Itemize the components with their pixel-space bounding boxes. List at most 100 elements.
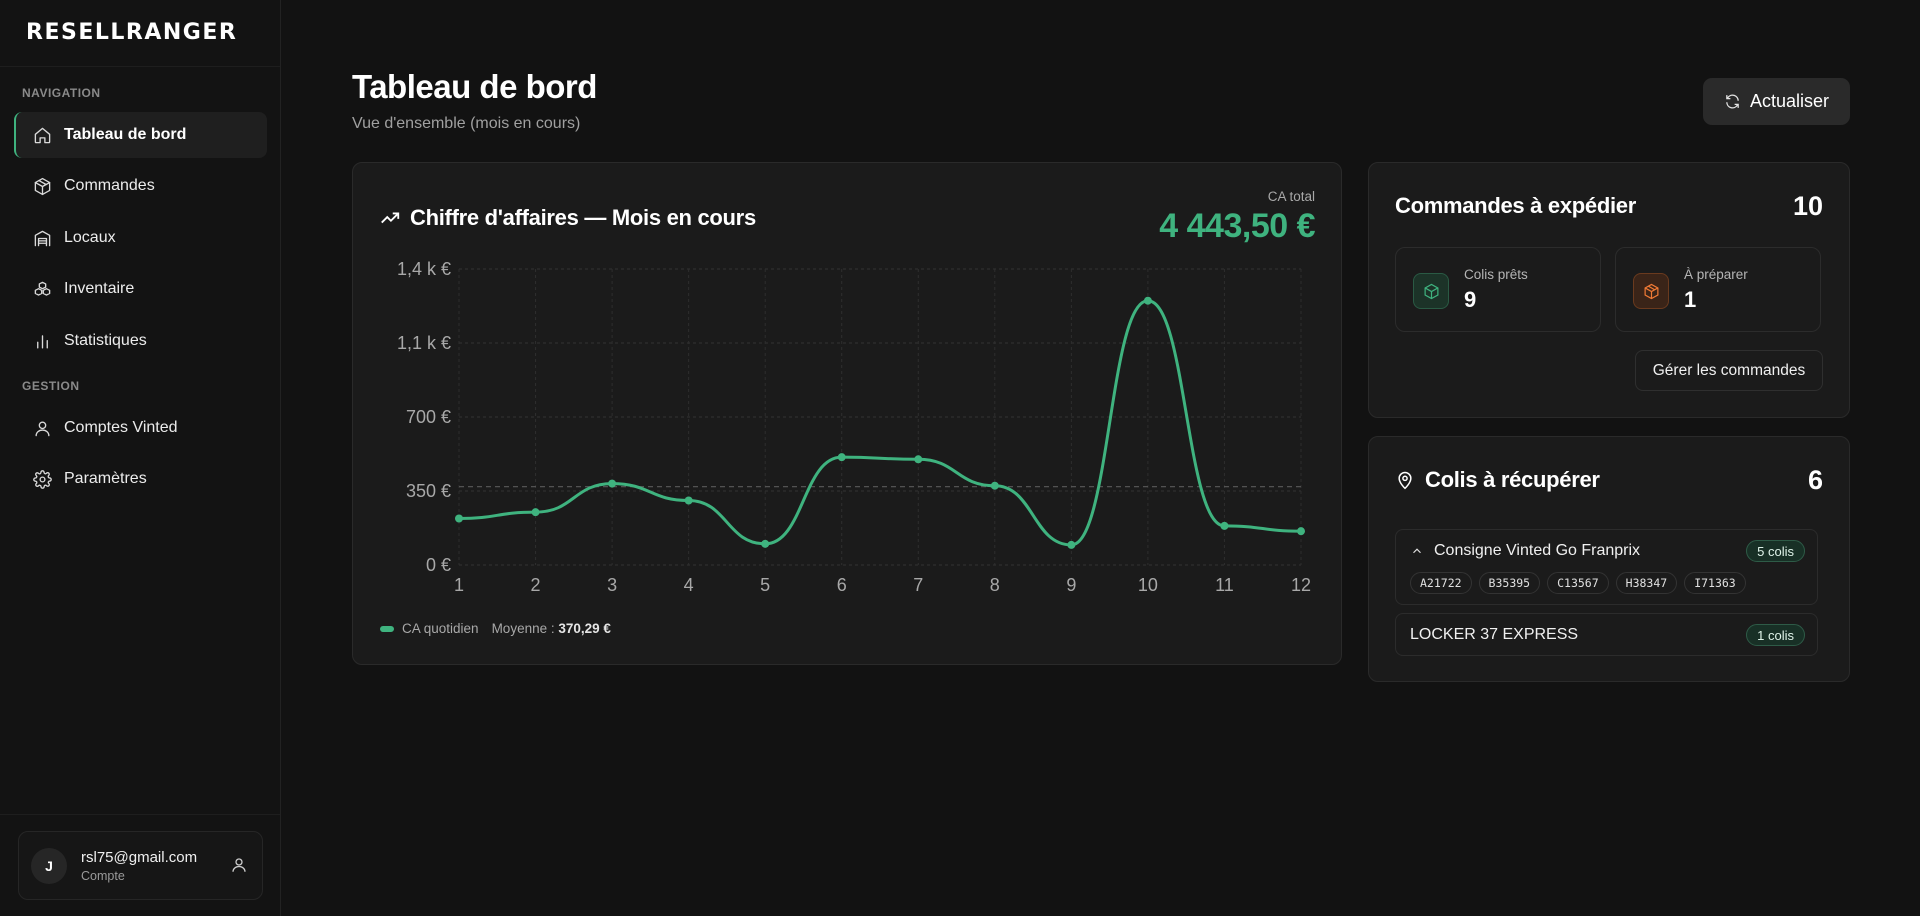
revenue-card: 0 €350 €700 €1,1 k €1,4 k €1 2 3 4 5 6 7 8 9 10 11…: [352, 162, 1342, 665]
data-point: [761, 539, 770, 548]
y-tick-label: 350 €: [406, 481, 451, 501]
package-count-badge: 5 colis: [1746, 540, 1805, 562]
pickup-code[interactable]: B35395: [1478, 572, 1541, 594]
avatar: J: [31, 847, 67, 884]
location-toggle[interactable]: Consigne Vinted Go Franprix: [1410, 542, 1640, 560]
refresh-label: Actualiser: [1749, 91, 1830, 111]
average-value: 370,29 €: [558, 621, 611, 636]
packages-to-pickup-card: Colis à récupérer 6 Consigne Vinted Go F…: [1368, 436, 1850, 682]
divider: [0, 814, 280, 815]
sidebar-item-label: Tableau de bord: [64, 126, 187, 143]
pickup-code[interactable]: C13567: [1547, 572, 1609, 594]
sidebar-item-label: Paramètres: [64, 470, 147, 487]
data-point: [914, 455, 923, 464]
page-subtitle: Vue d'ensemble (mois en cours): [352, 115, 581, 132]
pickup-title: Colis à récupérer: [1395, 467, 1600, 493]
data-point: [455, 514, 463, 523]
series-line-ca-quotidien: [458, 299, 1302, 547]
sidebar-item-label: Locaux: [64, 229, 116, 246]
pickup-code[interactable]: I71363: [1684, 572, 1746, 594]
pickup-count: 6: [1807, 465, 1823, 495]
warehouse-icon: [32, 228, 52, 248]
sidebar-item-inventory[interactable]: Inventaire: [14, 266, 267, 312]
data-point: [837, 453, 846, 462]
legend-average: Moyenne : 370,29 €: [492, 621, 611, 636]
to-prepare-stat: À préparer 1: [1615, 247, 1821, 332]
y-tick-label: 1,1 k €: [397, 333, 451, 353]
x-tick-label: 9: [1066, 575, 1076, 595]
average-label: Moyenne :: [491, 621, 555, 636]
sidebar-item-settings[interactable]: Paramètres: [14, 456, 267, 502]
x-tick-label: 12: [1291, 575, 1311, 595]
account-subtitle: Compte: [81, 868, 125, 883]
refresh-button[interactable]: Actualiser: [1703, 78, 1850, 125]
package-icon: [1413, 273, 1449, 309]
account-card[interactable]: J rsl75@gmail.com Compte: [18, 831, 263, 900]
chart-legend: CA quotidien Moyenne : 370,29 €: [380, 621, 611, 636]
data-point: [1297, 527, 1305, 536]
gear-icon: [32, 469, 52, 489]
pickup-location[interactable]: LOCKER 37 EXPRESS 1 colis: [1395, 613, 1818, 656]
revenue-title-text: Chiffre d'affaires — Mois en cours: [410, 205, 756, 230]
page-title: Tableau de bord: [352, 68, 597, 105]
x-tick-label: 1: [454, 575, 464, 595]
divider: [0, 66, 280, 67]
sidebar-item-vinted-accounts[interactable]: Comptes Vinted: [14, 405, 267, 451]
sidebar-item-locaux[interactable]: Locaux: [14, 215, 267, 261]
sidebar-item-label: Commandes: [64, 177, 155, 194]
pickup-location: Consigne Vinted Go Franprix 5 colis A217…: [1395, 529, 1818, 605]
sidebar-item-orders[interactable]: Commandes: [14, 163, 267, 209]
home-icon: [32, 125, 52, 145]
revenue-chart: 0 €350 €700 €1,1 k €1,4 k €1 2 3 4 5 6 7 8 9 10 11…: [397, 259, 1311, 595]
boxes-icon: [32, 279, 52, 299]
pickup-codes: A21722 B35395 C13567 H38347 I71363: [1410, 572, 1746, 594]
x-tick-label: 10: [1138, 575, 1158, 595]
nav-section-navigation: NAVIGATION: [22, 86, 101, 100]
data-point: [608, 479, 617, 488]
trending-up-icon: [381, 212, 400, 224]
stat-label: À préparer: [1684, 267, 1748, 282]
location-toggle[interactable]: LOCKER 37 EXPRESS: [1410, 626, 1578, 644]
orders-count: 10: [1792, 191, 1823, 221]
account-email: rsl75@gmail.com: [81, 848, 198, 866]
package-open-icon: [1633, 273, 1669, 309]
x-tick-label: 8: [990, 575, 1000, 595]
package-icon: [32, 176, 52, 196]
sidebar-item-statistics[interactable]: Statistiques: [14, 318, 267, 364]
sidebar-item-label: Statistiques: [64, 332, 147, 349]
data-point: [531, 508, 540, 517]
y-tick-label: 700 €: [406, 407, 451, 427]
location-name: Consigne Vinted Go Franprix: [1434, 542, 1641, 559]
user-icon: [32, 418, 52, 438]
legend-swatch: [380, 625, 394, 632]
revenue-title: Chiffre d'affaires — Mois en cours: [379, 205, 756, 231]
location-name: LOCKER 37 EXPRESS: [1410, 626, 1579, 643]
pickup-code[interactable]: H38347: [1615, 572, 1678, 594]
app-logo[interactable]: RESELLRANGER: [26, 20, 238, 45]
x-tick-label: 2: [531, 575, 541, 595]
total-revenue-value: 4 443,50 €: [1159, 207, 1315, 245]
y-tick-label: 1,4 k €: [397, 259, 451, 279]
data-point: [1220, 521, 1229, 530]
data-point: [1067, 540, 1076, 549]
sidebar: RESELLRANGER NAVIGATION Tableau de bord …: [0, 0, 281, 916]
bar-chart-icon: [32, 331, 52, 351]
x-tick-label: 3: [607, 575, 617, 595]
sidebar-item-dashboard[interactable]: Tableau de bord: [14, 112, 267, 158]
x-tick-label: 11: [1215, 575, 1234, 595]
legend-label: CA quotidien: [402, 621, 479, 636]
manage-orders-button[interactable]: Gérer les commandes: [1635, 350, 1823, 391]
package-count-badge: 1 colis: [1746, 624, 1805, 646]
x-tick-label: 6: [837, 575, 847, 595]
total-revenue-label: CA total: [1267, 189, 1315, 204]
data-point: [990, 481, 999, 490]
orders-to-ship-card: Commandes à expédier 10 Colis prêts 9 À …: [1368, 162, 1850, 418]
user-icon[interactable]: [230, 856, 250, 876]
pickup-code[interactable]: A21722: [1410, 572, 1472, 594]
stat-value: 9: [1464, 287, 1477, 312]
chevron-up-icon: [1413, 548, 1421, 554]
pickup-title-text: Colis à récupérer: [1425, 467, 1600, 492]
stat-value: 1: [1684, 287, 1697, 312]
x-tick-label: 5: [760, 575, 770, 595]
sidebar-item-label: Inventaire: [64, 280, 135, 297]
